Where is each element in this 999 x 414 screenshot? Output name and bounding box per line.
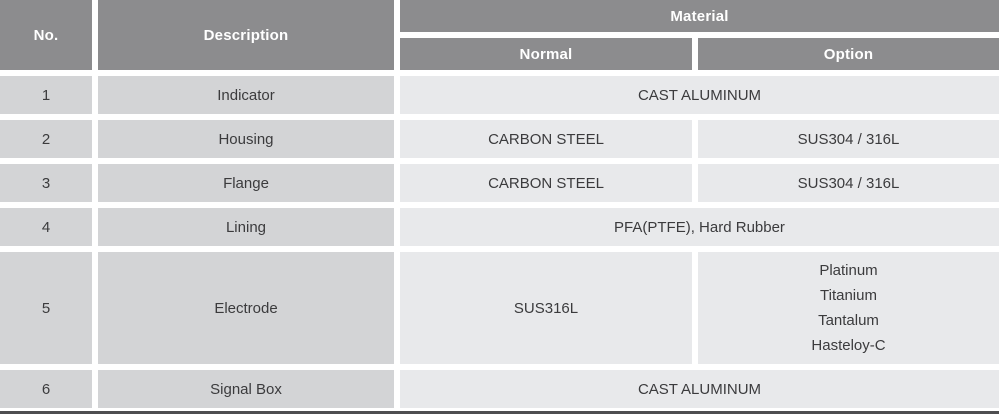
cell-description: Housing [98,120,394,158]
cell-no: 6 [0,370,92,408]
cell-no: 5 [0,252,92,364]
table-row-indicator: 1 Indicator CAST ALUMINUM [0,76,999,114]
table-row-signal-box: 6 Signal Box CAST ALUMINUM [0,370,999,408]
option-line: Tantalum [818,312,879,329]
option-line: Platinum [819,262,878,279]
table-row-lining: 4 Lining PFA(PTFE), Hard Rubber [0,208,999,246]
col-header-option: Option [698,38,999,70]
cell-material-option: Platinum Titanium Tantalum Hasteloy-C [698,252,999,364]
cell-material-normal: CARBON STEEL [400,164,692,202]
col-header-material: Material [400,0,999,32]
cell-material-option: SUS304 / 316L [698,164,999,202]
option-line-list: Platinum Titanium Tantalum Hasteloy-C [702,258,995,358]
cell-no: 4 [0,208,92,246]
option-line: Titanium [820,287,877,304]
col-header-description: Description [98,0,394,70]
cell-no: 3 [0,164,92,202]
header-row-top: No. Description Material [0,0,999,70]
header-row-sub: Normal Option [0,38,999,70]
cell-description: Lining [98,208,394,246]
cell-material-option: SUS304 / 316L [698,120,999,158]
cell-description: Indicator [98,76,394,114]
cell-description: Signal Box [98,370,394,408]
table-row-flange: 3 Flange CARBON STEEL SUS304 / 316L [0,164,999,202]
cell-material-both: CAST ALUMINUM [400,76,999,114]
option-line: Hasteloy-C [811,337,886,354]
cell-description: Electrode [98,252,394,364]
table-row-housing: 2 Housing CARBON STEEL SUS304 / 316L [0,120,999,158]
cell-material-both: PFA(PTFE), Hard Rubber [400,208,999,246]
cell-material-normal: CARBON STEEL [400,120,692,158]
table-row-electrode: 5 Electrode SUS316L Platinum Titanium Ta… [0,252,999,364]
col-header-normal: Normal [400,38,692,70]
cell-no: 2 [0,120,92,158]
col-header-no: No. [0,0,92,70]
cell-no: 1 [0,76,92,114]
cell-material-both: CAST ALUMINUM [400,370,999,408]
cell-material-normal: SUS316L [400,252,692,364]
cell-description: Flange [98,164,394,202]
